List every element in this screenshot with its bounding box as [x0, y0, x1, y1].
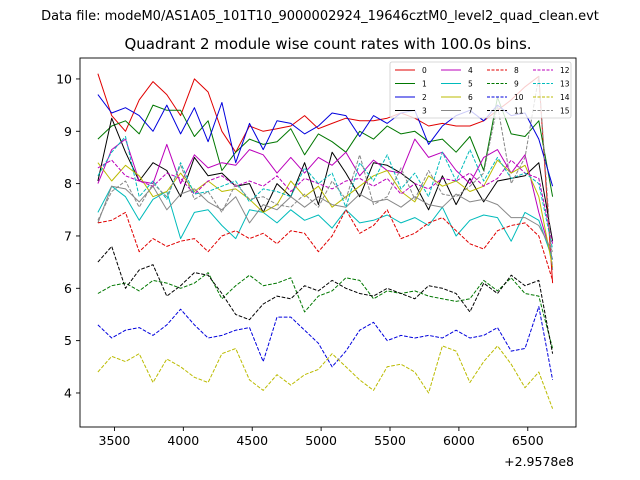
series-lines: [97, 73, 554, 409]
series-line-14: [97, 345, 554, 409]
y-tick-label-6: 6: [64, 281, 72, 296]
series-line-13: [97, 136, 554, 250]
x-tick-label-3500: 3500: [99, 433, 131, 448]
legend-label-3: 3: [422, 106, 427, 115]
plot-area: 3500 4000 4500 5000 5500 6000 6500456789100123…: [56, 57, 577, 448]
series-line-11: [97, 245, 554, 354]
y-tick-label-7: 7: [64, 228, 72, 243]
series-line-4: [97, 138, 554, 260]
legend-label-11: 11: [514, 106, 524, 115]
series-line-1: [97, 96, 554, 197]
legend-label-15: 15: [560, 106, 570, 115]
legend-label-13: 13: [560, 79, 570, 88]
y-tick-label-10: 10: [56, 71, 72, 86]
legend-label-6: 6: [468, 93, 473, 102]
x-tick-label-4000: 4000: [167, 433, 199, 448]
legend-box: [389, 61, 572, 119]
series-line-7: [97, 185, 554, 252]
x-tick-label-4500: 4500: [236, 433, 268, 448]
series-line-8: [97, 209, 554, 281]
legend-label-12: 12: [560, 66, 570, 75]
chart-title: Quadrant 2 module wise count rates with …: [124, 35, 531, 53]
series-line-0: [97, 73, 554, 284]
legend-label-14: 14: [560, 93, 570, 102]
legend-label-5: 5: [468, 79, 473, 88]
legend-label-9: 9: [514, 79, 519, 88]
x-tick-label-6000: 6000: [443, 433, 475, 448]
y-tick-label-8: 8: [64, 176, 72, 191]
series-line-10: [97, 306, 554, 380]
series-line-12: [97, 159, 554, 244]
legend-label-10: 10: [514, 93, 524, 102]
legend-label-8: 8: [514, 66, 519, 75]
series-line-5: [97, 185, 554, 260]
legend-label-4: 4: [468, 66, 473, 75]
axes-frame: [79, 57, 577, 428]
x-tick-label-6500: 6500: [512, 433, 544, 448]
legend-label-0: 0: [422, 66, 427, 75]
y-tick-label-9: 9: [64, 124, 72, 139]
legend-label-1: 1: [422, 79, 427, 88]
x-tick-label-5500: 5500: [374, 433, 406, 448]
y-tick-label-4: 4: [64, 385, 72, 400]
x-tick-label-5000: 5000: [305, 433, 337, 448]
x-offset-label: +2.9578e8: [504, 454, 574, 469]
y-tick-label-5: 5: [64, 333, 72, 348]
legend-label-2: 2: [422, 93, 427, 102]
chart-suptitle: Data file: modeM0/AS1A05_101T10_90000029…: [41, 9, 599, 24]
legend-label-7: 7: [468, 106, 473, 115]
